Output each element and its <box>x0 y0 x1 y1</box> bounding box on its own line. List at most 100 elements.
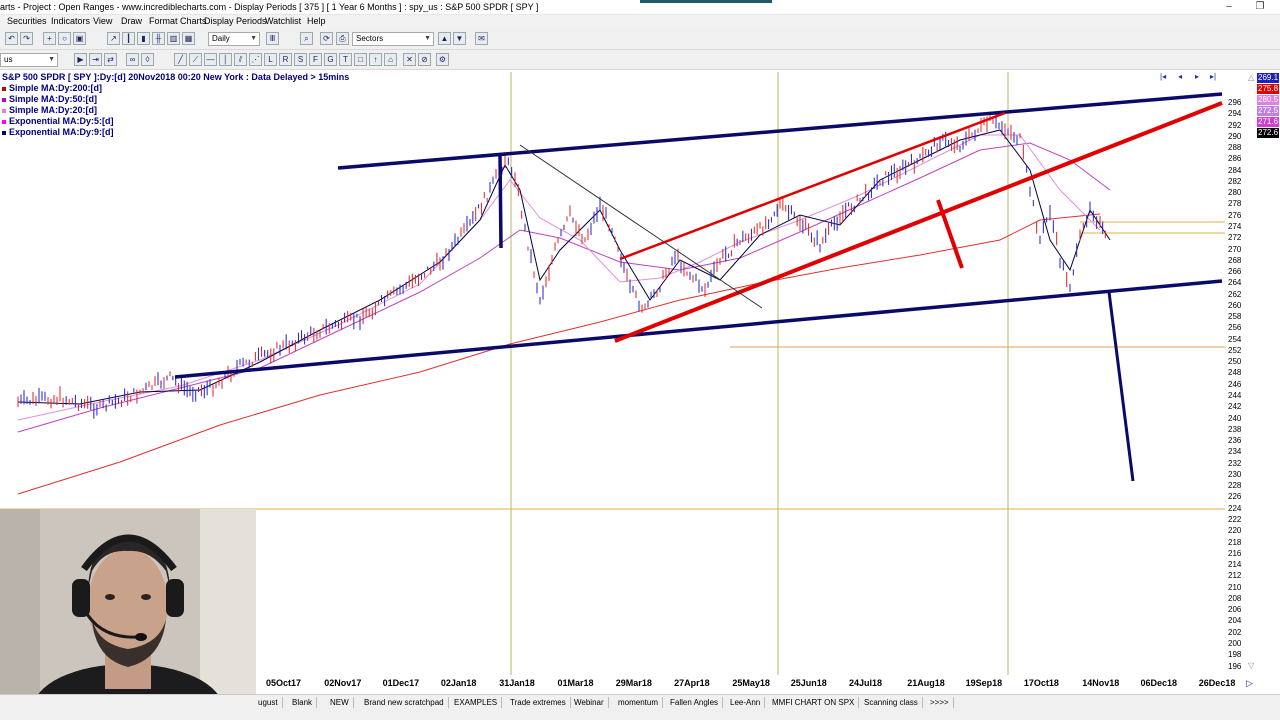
tab-momentum[interactable]: momentum <box>614 697 664 708</box>
draw-ray-icon[interactable]: ⟋ <box>189 53 202 66</box>
draw-text-icon[interactable]: T <box>339 53 352 66</box>
x-tick-label: 14Nov18 <box>1082 678 1120 688</box>
security-select[interactable]: us ▼ <box>0 53 58 67</box>
tab-mmfi-chart-on-spx[interactable]: MMFI CHART ON SPX <box>768 697 860 708</box>
scroll-right-icon: ▷ <box>1246 678 1253 688</box>
sectors-select[interactable]: Sectors ▼ <box>352 32 434 46</box>
legend-item-ema9: Exponential MA:Dy:9:[d] <box>2 127 349 138</box>
tab-examples[interactable]: EXAMPLES <box>450 697 503 708</box>
title-bar: arts - Project : Open Ranges - www.incre… <box>0 0 1280 15</box>
menu-draw[interactable]: Draw <box>121 16 143 26</box>
menu-display-periods[interactable]: Display Periods <box>204 16 267 26</box>
back-icon[interactable]: ↶ <box>5 32 18 45</box>
tab-new[interactable]: NEW <box>326 697 354 708</box>
y-tick-label: 212 <box>1228 571 1242 581</box>
price-chart[interactable]: |◂ ◂ ▸ ▸| △ ▽ ▷ <box>0 70 1280 690</box>
link-icon[interactable]: ⇄ <box>104 53 117 66</box>
settings-icon[interactable]: ⚙ <box>436 53 449 66</box>
menu-indicators[interactable]: Indicators <box>51 16 91 26</box>
price-box-ema9: 272.6 <box>1257 128 1279 138</box>
draw-box-icon[interactable]: □ <box>354 53 367 66</box>
y-tick-label: 284 <box>1228 165 1242 175</box>
volume-icon[interactable]: ▥ <box>167 32 180 45</box>
y-tick-label: 244 <box>1228 391 1242 401</box>
draw-s-icon[interactable]: S <box>294 53 307 66</box>
binoculars-icon[interactable]: ∞ <box>126 53 139 66</box>
menu-view[interactable]: View <box>93 16 113 26</box>
tab-lee-ann[interactable]: Lee-Ann <box>726 697 766 708</box>
tab-trade-extremes[interactable]: Trade extremes <box>506 697 571 708</box>
y-tick-label: 256 <box>1228 323 1242 333</box>
draw-g-icon[interactable]: G <box>324 53 337 66</box>
columns-icon[interactable]: Ⅲ <box>266 32 279 45</box>
tab-more[interactable]: >>>> <box>926 697 954 708</box>
tab-blank[interactable]: Blank <box>288 697 318 708</box>
draw-f-icon[interactable]: F <box>309 53 322 66</box>
menu-format-charts[interactable]: Format Charts <box>149 16 207 26</box>
mail-icon[interactable]: ✉ <box>475 32 488 45</box>
up-icon[interactable]: ▲ <box>438 32 451 45</box>
draw-vertical-icon[interactable]: │ <box>219 53 232 66</box>
y-tick-label: 206 <box>1228 605 1242 615</box>
find-icon[interactable]: ⌕ <box>300 32 313 45</box>
y-tick-label: 252 <box>1228 345 1242 355</box>
drop-line <box>1107 291 1135 482</box>
scroll-down-icon: ▽ <box>1248 661 1255 670</box>
menu-securities[interactable]: Securities <box>7 16 47 26</box>
forward-icon[interactable]: ↷ <box>20 32 33 45</box>
tab-brand-new-scratchpad[interactable]: Brand new scratchpad <box>360 697 449 708</box>
draw-arrow-icon[interactable]: ↑ <box>369 53 382 66</box>
y-tick-label: 290 <box>1228 131 1242 141</box>
next-icon[interactable]: ⇥ <box>89 53 102 66</box>
y-tick-label: 276 <box>1228 210 1242 220</box>
ohlc-chart-icon[interactable]: ╫ <box>152 32 165 45</box>
draw-line-icon[interactable]: ╱ <box>174 53 187 66</box>
candle-chart-icon[interactable]: ▮ <box>137 32 150 45</box>
period-select[interactable]: Daily ▼ <box>208 32 260 46</box>
tab-webinar[interactable]: Webinar <box>570 697 609 708</box>
red-channel-top <box>619 111 1006 261</box>
y-tick-label: 204 <box>1228 616 1242 626</box>
y-tick-label: 224 <box>1228 503 1242 513</box>
zoom-icon[interactable]: ○ <box>58 32 71 45</box>
menu-help[interactable]: Help <box>307 16 326 26</box>
draw-ln-icon[interactable]: L <box>264 53 277 66</box>
ema-line <box>17 129 1111 405</box>
presenter-video <box>0 509 256 720</box>
delete-icon[interactable]: ✕ <box>403 53 416 66</box>
grid-icon[interactable]: ▦ <box>182 32 195 45</box>
channel-bottom-line <box>174 279 1223 379</box>
chart-layout-icon[interactable]: ▣ <box>73 32 86 45</box>
worksheet-tabs: ugust Blank NEW Brand new scratchpad EXA… <box>0 694 1280 710</box>
menu-watchlist[interactable]: Watchlist <box>265 16 302 26</box>
draw-channel-icon[interactable]: ⫽ <box>234 53 247 66</box>
tab-scanning-class[interactable]: Scanning class <box>860 697 923 708</box>
crosshair-icon[interactable]: + <box>43 32 56 45</box>
price-box-sma200: 275.8 <box>1257 84 1279 94</box>
clear-icon[interactable]: ⊘ <box>418 53 431 66</box>
y-tick-label: 220 <box>1228 526 1242 536</box>
y-tick-label: 216 <box>1228 548 1242 558</box>
line-chart-icon[interactable]: ↗ <box>107 32 120 45</box>
tab-fallen-angles[interactable]: Fallen Angles <box>666 697 724 708</box>
minimize-icon[interactable]: – <box>1226 1 1232 12</box>
print-icon[interactable]: ⎙ <box>336 32 349 45</box>
drawing-toolbar: us ▼ ▶ ⇥ ⇄ ∞ ◊ ╱ ⟋ ― │ ⫽ ⋰ L R S F G T □… <box>0 50 1280 70</box>
tab-partial[interactable]: ugust <box>254 697 283 708</box>
chevron-down-icon: ▼ <box>48 56 55 63</box>
draw-horizontal-icon[interactable]: ― <box>204 53 217 66</box>
bar-chart-icon[interactable]: ┃ <box>122 32 135 45</box>
down-icon[interactable]: ▼ <box>453 32 466 45</box>
lock-icon[interactable]: ⌂ <box>384 53 397 66</box>
draw-r-icon[interactable]: R <box>279 53 292 66</box>
legend-item-ema5: Exponential MA:Dy:5:[d] <box>2 116 349 127</box>
restore-icon[interactable]: ❐ <box>1255 1 1265 12</box>
play-icon[interactable]: ▶ <box>74 53 87 66</box>
x-tick-label: 02Jan18 <box>440 678 477 688</box>
refresh-icon[interactable]: ⟳ <box>320 32 333 45</box>
spike-line <box>498 154 503 249</box>
y-tick-label: 274 <box>1228 221 1242 231</box>
draw-fan-icon[interactable]: ⋰ <box>249 53 262 66</box>
x-tick-label: 31Jan18 <box>499 678 535 688</box>
hide-icon[interactable]: ◊ <box>141 53 154 66</box>
